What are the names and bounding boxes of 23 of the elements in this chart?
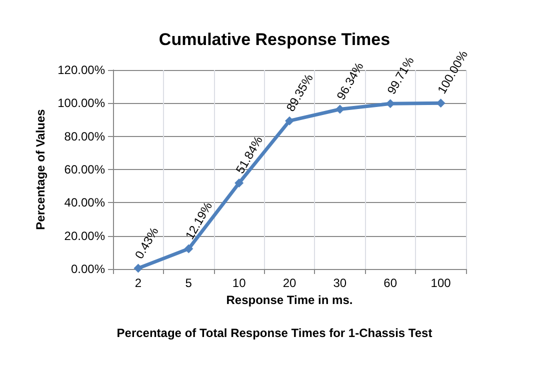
text: Percentage of Total Response Times for 1-Chassis Test (116, 326, 432, 340)
point (285, 116, 294, 126)
point (184, 244, 194, 254)
x-tick-label: 100 (430, 276, 452, 290)
y-tick-label: 80.00% (64, 129, 106, 144)
point (134, 264, 143, 273)
y-tick-label: 20.00% (64, 228, 106, 243)
y-tick-label: 120.00% (58, 63, 106, 77)
point (234, 178, 244, 188)
x-tick-label: 2 (134, 276, 142, 290)
x-tick-label: 60 (384, 276, 398, 290)
y-tick-label: 100.00% (58, 96, 106, 110)
y-tick-label: 0.00% (70, 262, 106, 276)
x-tick-label: 30 (333, 276, 347, 290)
point (335, 104, 344, 114)
x-axis-title: Response Time in ms. (226, 292, 353, 307)
x-tick-label: 20 (282, 276, 296, 290)
x-tick-label: 5 (185, 276, 192, 290)
x-tick-label: 10 (232, 276, 246, 290)
y-tick-label: 60.00% (64, 162, 106, 176)
chart-title: Cumulative Response Times (158, 30, 390, 49)
y-tick-label: 40.00% (64, 196, 106, 210)
y-axis-title: Percentage of Values (34, 108, 48, 230)
